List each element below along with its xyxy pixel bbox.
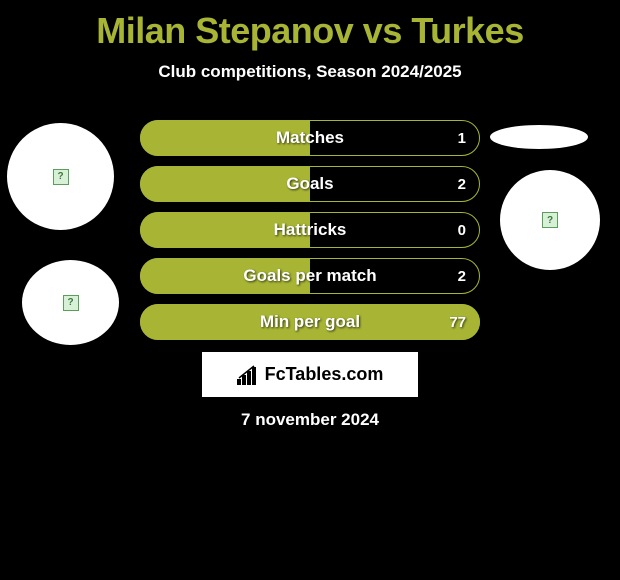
stat-bar-label: Min per goal: [140, 304, 480, 340]
stat-bar-label: Matches: [140, 120, 480, 156]
logo-text: FcTables.com: [265, 364, 384, 385]
decor-ellipse-right-top: [490, 125, 588, 149]
player-avatar-left-bottom: ?: [22, 260, 119, 345]
stats-bars: Matches1Goals2Hattricks0Goals per match2…: [140, 120, 480, 350]
bars-logo-icon: [237, 365, 259, 385]
stat-bar-row: Min per goal77: [140, 304, 480, 340]
stat-bar-label: Goals: [140, 166, 480, 202]
date-text: 7 november 2024: [0, 410, 620, 430]
stat-bar-value: 2: [458, 258, 466, 294]
stat-bar-value: 77: [449, 304, 466, 340]
player-avatar-right-mid: ?: [500, 170, 600, 270]
stat-bar-row: Goals2: [140, 166, 480, 202]
player-avatar-left-top: ?: [7, 123, 114, 230]
stat-bar-label: Hattricks: [140, 212, 480, 248]
logo-box: FcTables.com: [202, 352, 418, 397]
page-title: Milan Stepanov vs Turkes: [0, 0, 620, 52]
stat-bar-value: 1: [458, 120, 466, 156]
stat-bar-row: Hattricks0: [140, 212, 480, 248]
image-placeholder-icon: ?: [63, 295, 79, 311]
page-subtitle: Club competitions, Season 2024/2025: [0, 62, 620, 82]
stat-bar-row: Matches1: [140, 120, 480, 156]
stat-bar-value: 0: [458, 212, 466, 248]
image-placeholder-icon: ?: [53, 169, 69, 185]
stat-bar-value: 2: [458, 166, 466, 202]
stat-bar-row: Goals per match2: [140, 258, 480, 294]
image-placeholder-icon: ?: [542, 212, 558, 228]
stat-bar-label: Goals per match: [140, 258, 480, 294]
